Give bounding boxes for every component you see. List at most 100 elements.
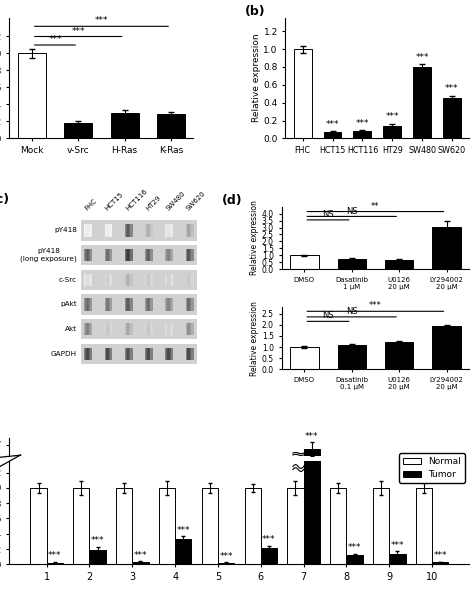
- Bar: [148, 298, 150, 311]
- Bar: [73, 570, 90, 594]
- Bar: [128, 347, 131, 360]
- Bar: [88, 249, 91, 261]
- Bar: [169, 225, 172, 236]
- Bar: [150, 225, 153, 236]
- Bar: [106, 249, 109, 261]
- Bar: [416, 488, 432, 564]
- Bar: [188, 274, 191, 286]
- Bar: [245, 570, 261, 594]
- Bar: [330, 488, 346, 564]
- Bar: [337, 259, 366, 269]
- Bar: [191, 274, 193, 286]
- Bar: [81, 344, 197, 364]
- Bar: [165, 298, 168, 311]
- Bar: [218, 563, 234, 564]
- Bar: [166, 249, 169, 261]
- Bar: [385, 342, 413, 369]
- Bar: [346, 555, 363, 564]
- Bar: [432, 327, 461, 369]
- Bar: [187, 323, 189, 335]
- Bar: [189, 225, 192, 236]
- Bar: [324, 132, 341, 138]
- Bar: [128, 225, 130, 236]
- Bar: [165, 225, 168, 236]
- Bar: [145, 225, 148, 236]
- Bar: [189, 323, 192, 335]
- Bar: [110, 347, 112, 360]
- Bar: [85, 249, 88, 261]
- Bar: [81, 319, 197, 339]
- Bar: [169, 323, 172, 335]
- Text: ***: ***: [134, 551, 147, 560]
- Bar: [187, 274, 190, 286]
- Bar: [149, 323, 151, 335]
- Bar: [90, 323, 92, 335]
- Bar: [87, 249, 90, 261]
- Bar: [245, 488, 261, 564]
- Bar: [145, 298, 148, 311]
- Bar: [146, 274, 149, 286]
- Bar: [128, 249, 130, 261]
- Bar: [129, 298, 132, 311]
- Bar: [106, 298, 108, 311]
- Bar: [90, 298, 92, 311]
- Bar: [89, 225, 91, 236]
- Bar: [188, 225, 191, 236]
- Bar: [171, 323, 173, 335]
- Bar: [128, 298, 130, 311]
- Bar: [187, 249, 189, 261]
- Bar: [87, 225, 90, 236]
- Bar: [389, 554, 406, 564]
- Text: ***: ***: [415, 53, 429, 62]
- Bar: [170, 323, 173, 335]
- Bar: [170, 347, 173, 360]
- Text: SW620: SW620: [185, 190, 207, 211]
- Bar: [167, 298, 170, 311]
- Bar: [90, 347, 92, 360]
- Bar: [148, 347, 150, 360]
- Y-axis label: Relative expression: Relative expression: [250, 201, 259, 276]
- Bar: [165, 249, 168, 261]
- Bar: [189, 249, 192, 261]
- Bar: [85, 274, 88, 286]
- Bar: [148, 225, 150, 236]
- Bar: [190, 347, 193, 360]
- Bar: [150, 274, 153, 286]
- Bar: [373, 488, 389, 564]
- Bar: [175, 539, 191, 564]
- Bar: [105, 274, 107, 286]
- Y-axis label: Relative expression: Relative expression: [252, 34, 261, 122]
- Bar: [149, 347, 152, 360]
- Text: HCT116: HCT116: [125, 188, 148, 211]
- Bar: [165, 323, 168, 335]
- Bar: [106, 225, 108, 236]
- Bar: [129, 249, 132, 261]
- Bar: [105, 225, 107, 236]
- Bar: [110, 323, 112, 335]
- Text: ***: ***: [305, 432, 319, 441]
- Bar: [287, 570, 304, 594]
- Bar: [127, 298, 129, 311]
- Bar: [116, 488, 132, 564]
- Bar: [147, 274, 149, 286]
- Bar: [191, 298, 193, 311]
- Bar: [304, 289, 320, 564]
- Bar: [130, 249, 133, 261]
- Text: ***: ***: [48, 35, 62, 44]
- Bar: [90, 225, 92, 236]
- Bar: [132, 562, 148, 564]
- Bar: [190, 225, 193, 236]
- Bar: [190, 249, 193, 261]
- Bar: [147, 347, 149, 360]
- Bar: [186, 323, 188, 335]
- Text: ***: ***: [445, 84, 459, 93]
- Text: ***: ***: [91, 536, 104, 545]
- Bar: [187, 225, 189, 236]
- Bar: [186, 347, 188, 360]
- Text: ***: ***: [356, 119, 369, 128]
- Bar: [168, 249, 171, 261]
- Text: ***: ***: [176, 526, 190, 535]
- Bar: [110, 298, 112, 311]
- Bar: [189, 274, 192, 286]
- Bar: [148, 274, 150, 286]
